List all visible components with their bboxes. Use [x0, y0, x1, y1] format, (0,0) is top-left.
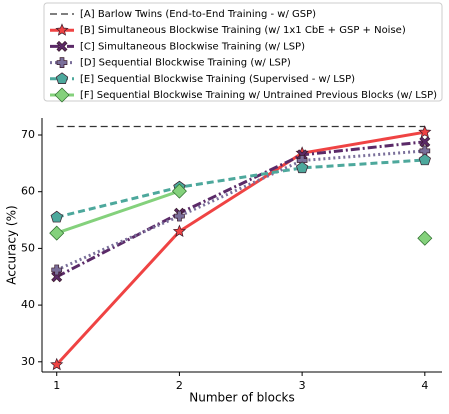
marker — [55, 72, 69, 85]
y-tick-label: 50 — [21, 241, 35, 254]
marker — [49, 225, 65, 241]
marker — [50, 357, 64, 371]
marker — [417, 230, 433, 246]
legend-box — [43, 2, 443, 102]
legend-label: [F] Sequential Blockwise Training w/ Unt… — [80, 90, 437, 101]
marker — [418, 125, 432, 138]
legend-label: [E] Sequential Blockwise Training (Super… — [80, 74, 355, 85]
series-line — [57, 191, 425, 238]
marker — [296, 161, 309, 174]
legend-label: [D] Sequential Blockwise Training (w/ LS… — [80, 58, 291, 69]
series-line — [56, 149, 425, 272]
marker — [174, 210, 185, 222]
marker — [418, 153, 431, 166]
series-line — [56, 158, 425, 219]
marker — [54, 87, 70, 103]
legend-label: [C] Simultaneous Blockwise Training (w/ … — [80, 41, 305, 52]
x-tick-label: 4 — [421, 379, 428, 392]
marker — [419, 136, 431, 148]
x-tick-label: 1 — [53, 379, 60, 392]
legend-label: [B] Simultaneous Blockwise Training (w/ … — [80, 25, 406, 36]
series-line — [55, 130, 426, 366]
marker — [56, 57, 68, 68]
x-tick-label: 3 — [299, 379, 306, 392]
x-tick-label: 2 — [176, 379, 183, 392]
y-axis-label: Accuracy (%) — [5, 205, 19, 284]
marker — [56, 40, 68, 52]
marker — [50, 210, 63, 223]
y-tick-label: 40 — [21, 298, 35, 311]
series-line — [56, 140, 425, 279]
y-tick-label: 70 — [21, 128, 35, 141]
x-axis-label: Number of blocks — [189, 391, 295, 405]
marker — [172, 224, 187, 237]
marker — [55, 23, 69, 36]
marker — [296, 149, 308, 161]
marker — [171, 183, 187, 199]
y-tick-label: 60 — [21, 185, 35, 198]
legend-label: [A] Barlow Twins (End-to-End Training - … — [80, 9, 316, 20]
marker — [51, 264, 63, 276]
y-tick-label: 30 — [21, 355, 35, 368]
